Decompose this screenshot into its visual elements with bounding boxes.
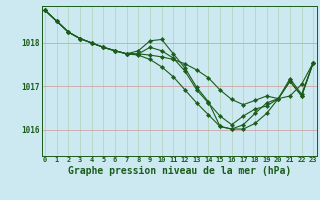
X-axis label: Graphe pression niveau de la mer (hPa): Graphe pression niveau de la mer (hPa): [68, 166, 291, 176]
